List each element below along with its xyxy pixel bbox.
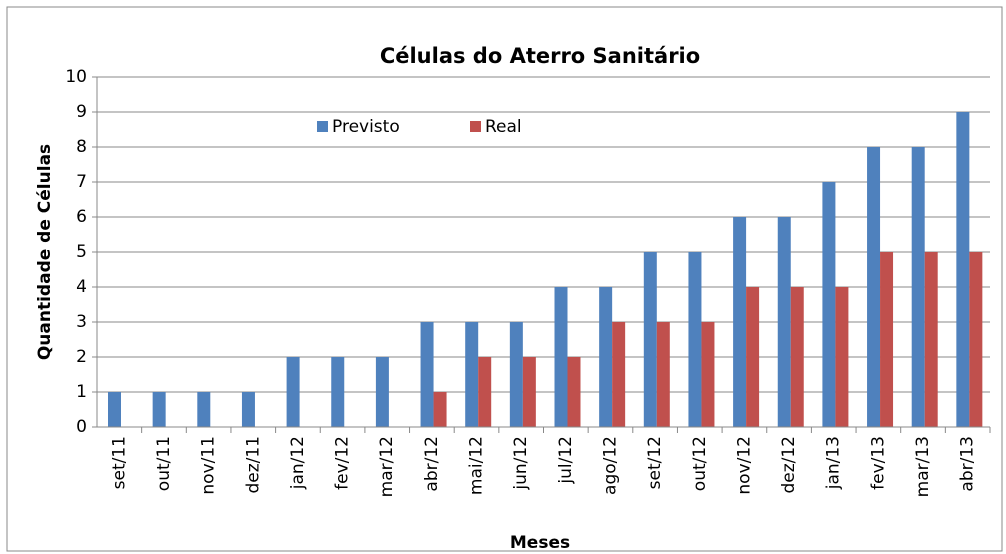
x-tick-label: jul/12 (556, 436, 576, 485)
bar (733, 217, 747, 427)
bar (822, 182, 836, 427)
bar (867, 147, 881, 427)
bar (911, 147, 925, 427)
bar (286, 357, 300, 427)
bar (746, 287, 760, 427)
x-tick-label: nov/11 (199, 436, 219, 495)
y-tick-label: 4 (76, 277, 87, 297)
x-tick-label: jan/13 (824, 436, 844, 490)
bar (777, 217, 791, 427)
bar (420, 322, 434, 427)
x-tick-label: mar/13 (913, 436, 933, 497)
x-tick-label: out/12 (690, 436, 710, 491)
legend-label: Real (485, 117, 522, 137)
bar (197, 392, 211, 427)
y-tick-label: 7 (76, 172, 87, 192)
x-tick-label: jun/12 (511, 436, 531, 491)
bar (375, 357, 389, 427)
bar (108, 392, 121, 427)
bar (509, 322, 523, 427)
bar (701, 322, 715, 427)
y-tick-label: 0 (76, 417, 87, 437)
x-tick-label: dez/11 (243, 436, 263, 494)
x-tick-label: fev/13 (868, 436, 888, 490)
bar (956, 112, 970, 427)
x-tick-label: mai/12 (467, 436, 487, 495)
bar (835, 287, 849, 427)
legend-label: Previsto (332, 117, 400, 137)
y-tick-label: 2 (76, 347, 87, 367)
legend-swatch (470, 121, 481, 132)
bar (688, 252, 702, 427)
x-tick-label: ago/12 (600, 436, 620, 495)
y-tick-label: 10 (65, 67, 87, 87)
y-tick-label: 3 (76, 312, 87, 332)
legend-swatch (317, 121, 328, 132)
x-tick-label: dez/12 (779, 436, 799, 494)
bar (478, 357, 492, 427)
bar (790, 287, 804, 427)
bar (241, 392, 255, 427)
x-tick-label: nov/12 (734, 436, 754, 495)
x-tick-label: out/11 (154, 436, 174, 491)
y-axis-title: Quantidade de Células (35, 144, 55, 360)
x-tick-label: jan/12 (288, 436, 308, 490)
bar (567, 357, 581, 427)
bar (924, 252, 938, 427)
bar (880, 252, 894, 427)
bar (433, 392, 447, 427)
bar (522, 357, 536, 427)
bar (643, 252, 657, 427)
chart-border (6, 6, 1003, 552)
x-tick-label: abr/13 (958, 436, 978, 492)
bar (612, 322, 626, 427)
chart-title: Células do Aterro Sanitário (380, 44, 700, 68)
y-tick-label: 9 (76, 102, 87, 122)
bar (554, 287, 568, 427)
x-axis-title: Meses (510, 533, 570, 553)
y-tick-label: 8 (76, 137, 87, 157)
bar (969, 252, 983, 427)
x-tick-label: mar/12 (377, 436, 397, 497)
x-tick-label: set/11 (109, 436, 129, 489)
bar (599, 287, 613, 427)
bar (331, 357, 345, 427)
bar (152, 392, 166, 427)
y-tick-label: 1 (76, 382, 87, 402)
x-tick-label: abr/12 (422, 436, 442, 492)
bar (656, 322, 670, 427)
x-tick-label: set/12 (645, 436, 665, 489)
y-tick-label: 5 (76, 242, 87, 262)
y-tick-label: 6 (76, 207, 87, 227)
x-tick-label: fev/12 (333, 436, 353, 490)
bar (465, 322, 479, 427)
